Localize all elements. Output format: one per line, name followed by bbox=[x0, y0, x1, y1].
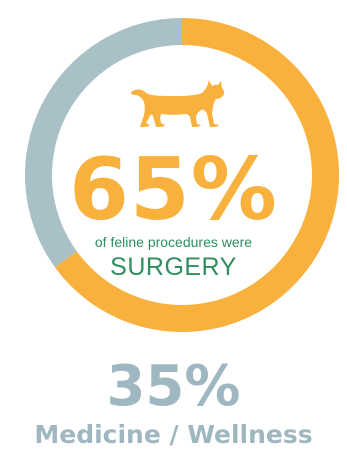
main-percent: 65% bbox=[69, 140, 278, 240]
secondary-percent: 35% bbox=[106, 354, 241, 419]
center-caption: of feline procedures were bbox=[94, 234, 253, 250]
donut-slice-medicine-wellness bbox=[24, 18, 182, 268]
center-category: SURGERY bbox=[110, 253, 237, 281]
donut-slices bbox=[24, 18, 339, 332]
secondary-label: Medicine / Wellness bbox=[34, 420, 313, 449]
cat-icon bbox=[130, 80, 225, 127]
